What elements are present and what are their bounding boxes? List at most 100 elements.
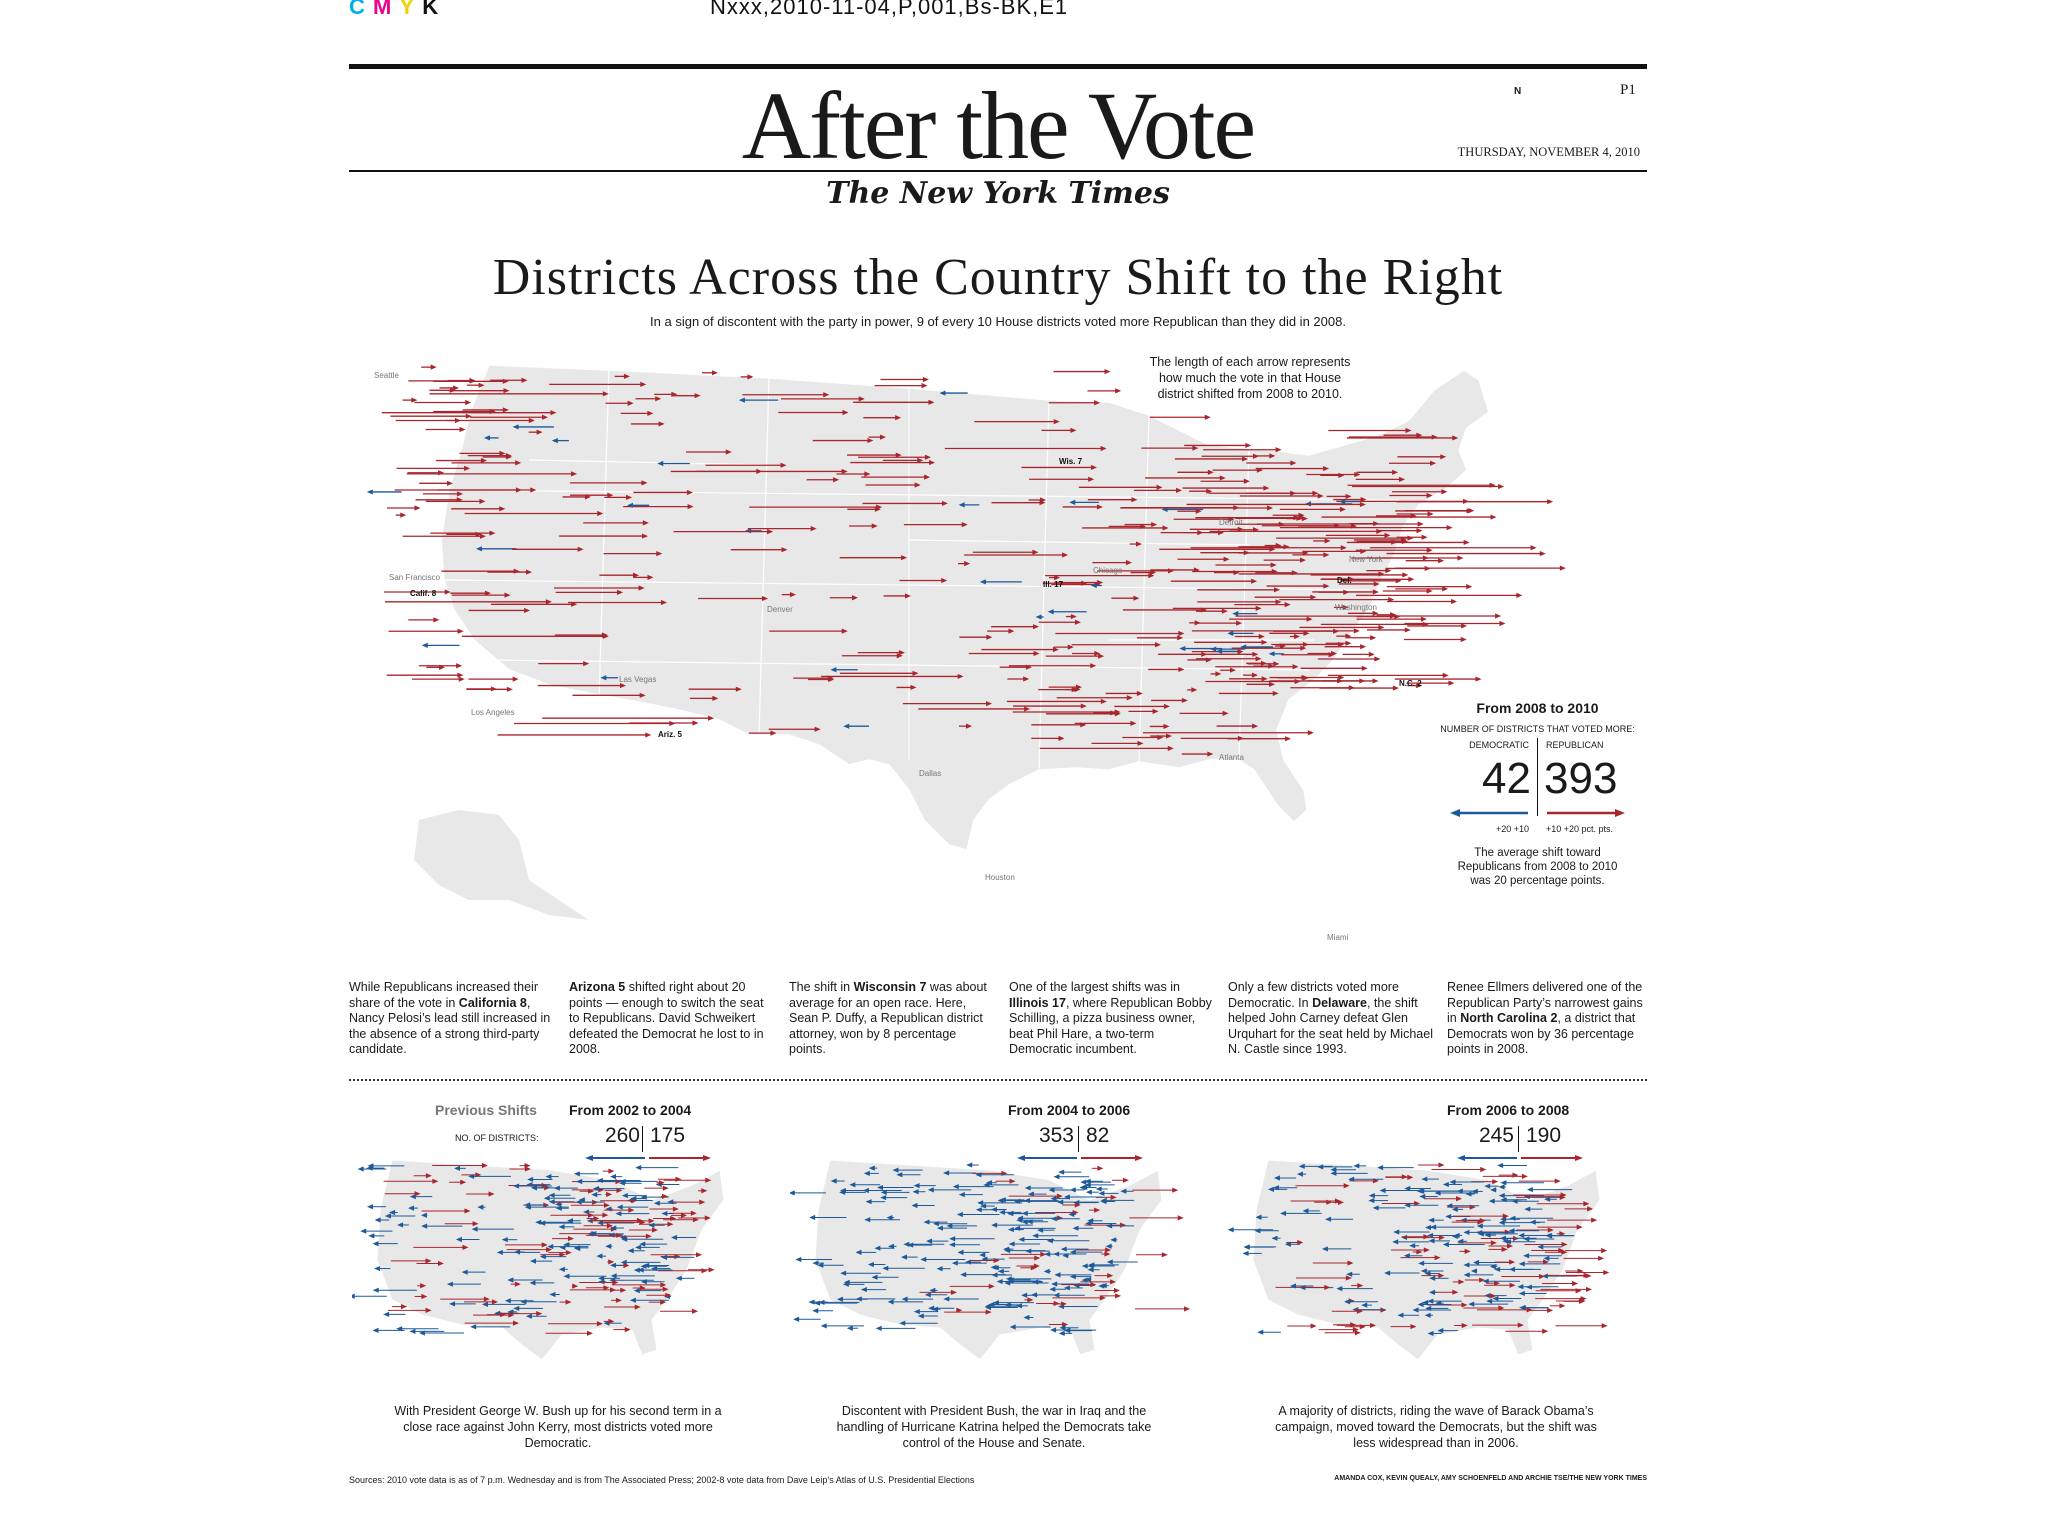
district-shift-arrowhead [1216,648,1223,654]
district-shift-arrowhead [1446,1203,1453,1209]
city-label: Miami [1327,933,1349,942]
district-shift-arrowhead [780,462,787,468]
district-shift-arrowhead [836,1296,843,1302]
district-shift-arrowhead [1097,1165,1104,1171]
district-shift-arrowhead [1416,1249,1423,1255]
district-shift-arrowhead [1473,1259,1480,1266]
district-shift-arrowhead [536,1311,543,1317]
district-shift-arrowhead [1500,1216,1507,1222]
district-shift-arrowhead [640,381,647,387]
district-shift-arrowhead [735,686,742,692]
city-label: Denver [767,605,793,614]
district-shift-arrowhead [1379,1187,1386,1194]
district-shift-arrowhead [1440,454,1447,460]
district-shift-arrowhead [420,1283,427,1289]
legend-dem-count: 42 [1482,754,1531,803]
district-shift-arrowhead [619,1235,626,1241]
district-shift-arrowhead [633,1267,640,1273]
district-shift-arrowhead [827,675,834,681]
district-shift-arrowhead [1448,680,1455,686]
district-shift-arrowhead [634,1304,641,1310]
district-shift-arrowhead [1252,651,1259,657]
district-shift-arrowhead [372,1287,379,1293]
district-shift-arrowhead [1463,539,1470,546]
district-shift-arrowhead [610,1287,617,1293]
district-shift-arrowhead [571,471,578,477]
district-shift-arrowhead [575,1199,582,1205]
panel-caption-2008: A majority of districts, riding the wave… [1275,1404,1597,1450]
district-shift-arrowhead [1399,476,1406,482]
district-shift-arrowhead [1177,1215,1184,1221]
panel-scale-arrows [585,1155,1583,1161]
district-shift-arrowhead [592,1186,599,1192]
district-shift-arrowhead [1343,1183,1350,1189]
district-shift-arrowhead [1499,620,1506,627]
district-shift-arrowhead [1451,1206,1458,1212]
district-shift-arrowhead [1572,1280,1579,1287]
district-shift-arrowhead [1033,624,1040,630]
district-shift-arrowhead [1274,587,1281,593]
district-shift-arrowhead [627,1248,634,1254]
district-shift-arrowhead [574,1245,581,1252]
district-shift-arrowhead [1370,1322,1377,1329]
district-shift-arrowhead [1023,1198,1030,1204]
district-shift-arrowhead [598,1279,605,1285]
district-shift-arrowhead [705,1177,712,1183]
district-shift-arrowhead [1330,1167,1337,1173]
district-shift-arrowhead [408,1205,415,1211]
district-shift-arrowhead [551,438,558,444]
district-shift-arrowhead [929,459,936,466]
district-shift-arrowhead [670,1215,677,1222]
district-shift-arrowhead [1236,620,1243,626]
district-shift-arrowhead [665,1292,672,1298]
district-shift-arrowhead [1094,400,1101,406]
city-label: New York [1349,555,1384,564]
district-shift-arrowhead [899,1320,906,1326]
district-shift-arrowhead [841,468,848,475]
district-shift-arrowhead [1072,1225,1079,1231]
district-shift-arrowhead [1088,476,1095,482]
district-shift-arrowhead [1298,515,1305,521]
district-shift-arrowhead [653,1200,660,1206]
district-shift-arrowhead [1457,1238,1464,1244]
district-shift-arrowhead [867,437,874,444]
district-shift-arrowhead [875,1325,882,1331]
district-shift-arrowhead [640,1279,647,1285]
district-shift-arrowhead [449,387,456,393]
district-shift-arrowhead [1326,1199,1333,1205]
district-shift-arrowhead [867,1261,874,1268]
district-shift-arrowhead [1524,1206,1531,1212]
district-shift-arrowhead [1499,1235,1506,1241]
district-shift-arrowhead [839,1187,846,1194]
panel-caption-2006: Discontent with President Bush, the war … [836,1404,1152,1450]
district-shift-arrowhead [414,505,421,511]
district-shift-arrowhead [1069,1273,1076,1280]
district-shift-arrowhead [1167,745,1174,751]
legend-divider [1537,738,1538,816]
district-shift-arrowhead [1060,1246,1067,1252]
district-shift-arrowhead [1498,1192,1505,1199]
district-shift-arrowhead [1372,589,1379,595]
district-shift-arrowhead [975,1172,982,1178]
district-shift-arrowhead [490,686,497,692]
district-shift-arrowhead [366,489,373,495]
district-shift-arrowhead [1463,1229,1470,1235]
district-shift-arrowhead [1343,589,1350,595]
city-label: Dallas [919,769,941,778]
district-shift-arrowhead [1074,619,1081,625]
district-shift-arrowhead [939,390,946,396]
district-shift-arrowhead [480,457,487,464]
district-shift-arrowhead [1441,489,1448,495]
district-shift-arrowhead [817,1262,824,1268]
district-shift-arrowhead [1352,1327,1359,1333]
district-shift-arrowhead [1395,578,1402,584]
district-shift-arrowhead [1081,1263,1088,1269]
mini-map-2002-2004 [352,1159,725,1361]
district-shift-arrowhead [513,1183,520,1189]
district-shift-arrowhead [489,530,496,536]
district-shift-arrowhead [1429,1275,1436,1281]
district-shift-arrowhead [1494,1280,1501,1286]
district-shift-arrowhead [1261,676,1268,682]
district-shift-arrowhead [1547,1227,1554,1233]
panel-divider [1078,1126,1079,1152]
